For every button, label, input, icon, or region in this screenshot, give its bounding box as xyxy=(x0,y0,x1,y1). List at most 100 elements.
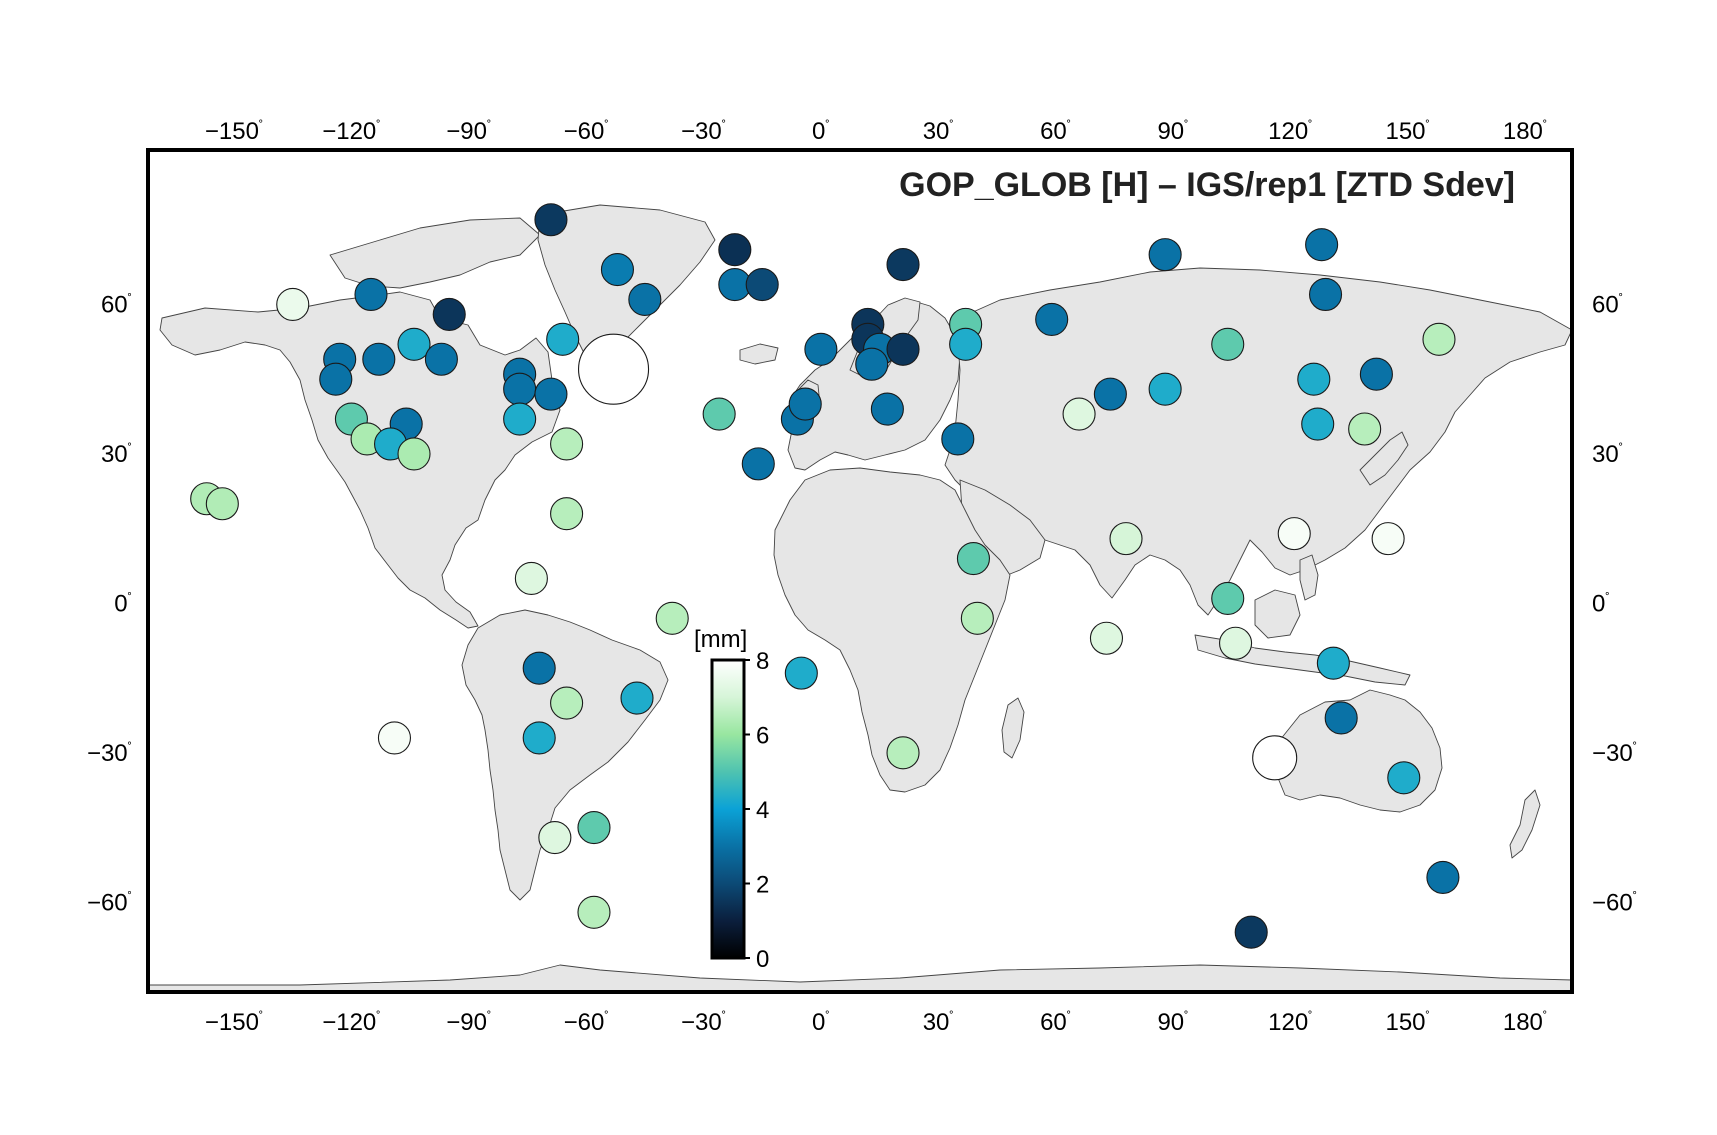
station-marker xyxy=(1359,357,1393,391)
station-marker xyxy=(503,402,537,436)
station-marker xyxy=(788,387,822,421)
longitude-tick-label: 0˚ xyxy=(812,1009,830,1036)
antarctica-landmass xyxy=(148,964,1572,992)
colorbar: [mm] 0 2 4 6 8 xyxy=(694,626,769,973)
station-marker xyxy=(424,342,458,376)
longitude-tick-label: 120˚ xyxy=(1268,118,1312,145)
station-marker xyxy=(1234,915,1268,949)
station-marker xyxy=(354,277,388,312)
station-marker xyxy=(550,686,584,720)
station-marker xyxy=(741,447,775,481)
station-marker xyxy=(1035,302,1069,336)
new-zealand xyxy=(1509,789,1541,859)
station-marker xyxy=(362,342,396,376)
longitude-ticks-top: −150˚ −120˚ −90˚ −60˚ −30˚ 0˚ 30˚ 60˚ 90˚ 120˚ 150… xyxy=(205,118,1547,145)
madagascar xyxy=(1001,697,1025,759)
station-marker xyxy=(276,287,310,321)
longitude-tick-label: −60˚ xyxy=(564,118,609,145)
station-marker xyxy=(870,392,904,426)
station-marker xyxy=(702,397,736,431)
latitude-tick-label: 30˚ xyxy=(101,441,132,468)
station-marker xyxy=(319,362,353,396)
station-marker xyxy=(855,347,889,381)
latitude-tick-label: 30˚ xyxy=(1592,441,1623,468)
longitude-tick-label: 30˚ xyxy=(923,118,954,145)
station-marker xyxy=(1301,407,1335,441)
station-marker xyxy=(886,332,920,366)
latitude-ticks-right: 60˚ 30˚ 0˚ −30˚ −60˚ xyxy=(1592,291,1637,916)
station-marker xyxy=(1089,621,1124,655)
map-title: GOP_GLOB [H] – IGS/rep1 [ZTD Sdev] xyxy=(899,166,1515,204)
latitude-tick-label: 0˚ xyxy=(114,590,132,617)
longitude-tick-label: −30˚ xyxy=(681,118,726,145)
land-layer xyxy=(148,204,1572,992)
longitude-tick-label: 60˚ xyxy=(1040,118,1071,145)
colorbar-tick-label: 2 xyxy=(756,872,769,899)
station-marker xyxy=(1093,377,1127,411)
longitude-tick-label: 90˚ xyxy=(1157,1009,1188,1036)
longitude-tick-label: −120˚ xyxy=(322,118,380,145)
latitude-tick-label: −30˚ xyxy=(87,740,132,767)
station-marker xyxy=(577,895,611,929)
colorbar-tick-label: 6 xyxy=(756,723,769,750)
longitude-ticks-bottom: −150˚ −120˚ −90˚ −60˚ −30˚ 0˚ 30˚ 60˚ 90˚ 120˚ 150… xyxy=(205,1009,1547,1036)
longitude-tick-label: 90˚ xyxy=(1157,118,1188,145)
north-america-landmass xyxy=(159,291,561,629)
latitude-tick-label: −60˚ xyxy=(87,889,132,916)
station-marker xyxy=(538,821,572,855)
station-marker xyxy=(550,427,584,461)
station-marker xyxy=(745,267,779,302)
station-marker xyxy=(577,811,611,845)
station-marker xyxy=(1148,238,1182,272)
station-marker xyxy=(377,721,412,755)
station-marker xyxy=(514,561,548,596)
longitude-tick-label: −150˚ xyxy=(205,118,263,145)
station-marker xyxy=(534,377,568,411)
longitude-tick-label: −30˚ xyxy=(681,1009,726,1036)
station-marker xyxy=(1422,322,1456,356)
colorbar-unit-label: [mm] xyxy=(694,626,747,653)
stations-layer xyxy=(190,203,1460,949)
longitude-tick-label: 150˚ xyxy=(1385,1009,1429,1036)
station-marker xyxy=(397,437,431,471)
colorbar-tick-label: 8 xyxy=(756,648,769,675)
colorbar-tick-label: 4 xyxy=(756,797,769,824)
latitude-tick-label: 0˚ xyxy=(1592,590,1610,617)
japan xyxy=(1359,431,1409,486)
station-marker xyxy=(1148,372,1182,406)
latitude-tick-label: −30˚ xyxy=(1592,740,1637,767)
longitude-tick-label: 180˚ xyxy=(1503,1009,1547,1036)
station-marker xyxy=(1297,362,1331,396)
africa-landmass xyxy=(773,467,1011,793)
station-marker xyxy=(534,203,568,237)
station-marker xyxy=(1211,581,1245,615)
station-marker xyxy=(1371,522,1405,556)
station-marker xyxy=(205,487,239,521)
station-marker xyxy=(886,248,920,282)
station-marker xyxy=(941,422,975,456)
station-marker xyxy=(522,651,556,685)
latitude-tick-label: −60˚ xyxy=(1592,889,1637,916)
station-marker xyxy=(1316,646,1350,680)
station-marker xyxy=(1308,277,1343,312)
station-marker xyxy=(628,282,662,317)
station-marker xyxy=(1305,228,1339,262)
longitude-tick-label: −90˚ xyxy=(446,118,491,145)
station-marker xyxy=(522,721,556,755)
station-marker xyxy=(1348,412,1382,446)
colorbar-ticks: 0 2 4 6 8 xyxy=(744,648,769,973)
latitude-tick-label: 60˚ xyxy=(101,291,132,318)
station-marker xyxy=(1219,626,1253,660)
longitude-tick-label: −120˚ xyxy=(322,1009,380,1036)
station-marker xyxy=(804,332,838,366)
station-marker xyxy=(949,327,983,361)
longitude-tick-label: −150˚ xyxy=(205,1009,263,1036)
station-marker xyxy=(960,601,994,635)
longitude-tick-label: 30˚ xyxy=(923,1009,954,1036)
map-frame xyxy=(146,148,1574,994)
latitude-tick-label: 60˚ xyxy=(1592,291,1623,318)
station-marker xyxy=(432,297,466,331)
station-marker xyxy=(550,497,584,531)
station-marker xyxy=(503,372,537,406)
